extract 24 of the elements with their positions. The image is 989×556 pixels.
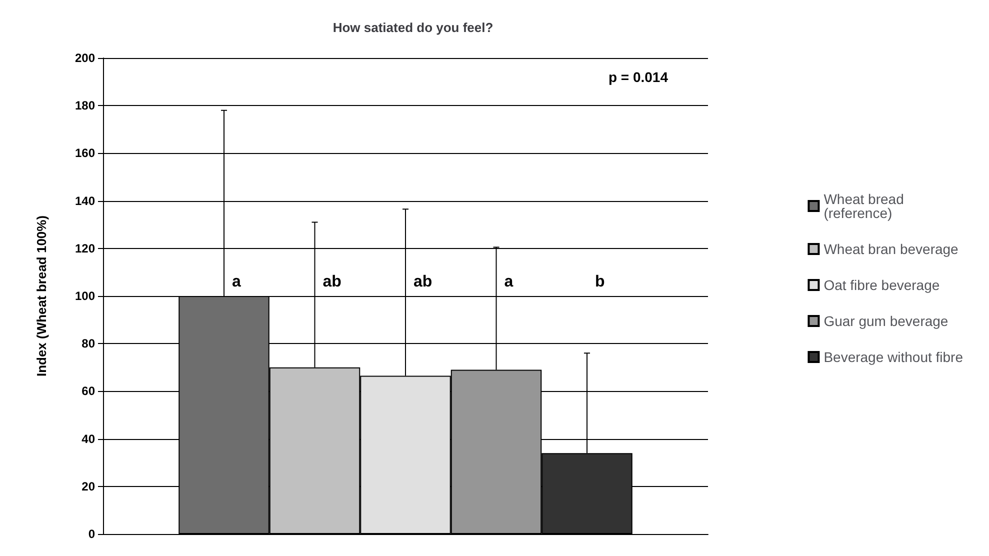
- annotation: ab: [322, 274, 342, 290]
- annotation: ab: [414, 274, 432, 290]
- y-tick-label: 180: [74, 98, 96, 113]
- y-tick-label: 0: [88, 527, 96, 541]
- legend-label: Wheat bread (reference): [824, 191, 908, 221]
- y-tick-label: 160: [74, 146, 96, 160]
- annotation: p = 0.014: [608, 69, 668, 85]
- annotation: b: [595, 274, 605, 290]
- legend-label: Guar gum beverage: [824, 313, 948, 329]
- legend-label: Beverage without fibre: [824, 349, 964, 365]
- y-tick-label: 100: [74, 289, 96, 303]
- chart-title: How satiated do you feel?: [332, 20, 494, 35]
- y-tick-label: 40: [82, 432, 96, 446]
- annotation: a: [232, 274, 241, 290]
- y-tick-label: 120: [74, 241, 96, 256]
- y-tick-label: 60: [82, 384, 96, 398]
- y-tick-label: 140: [74, 194, 96, 208]
- y-tick-label: 80: [82, 336, 96, 351]
- legend-label: Oat fibre beverage: [824, 277, 940, 293]
- y-tick-label: 200: [74, 51, 96, 65]
- y-axis-title: Index (Wheat bread 100%): [34, 215, 49, 377]
- legend-label: Wheat bran beverage: [824, 241, 959, 257]
- annotation: a: [504, 274, 514, 290]
- y-tick-label: 20: [82, 479, 96, 494]
